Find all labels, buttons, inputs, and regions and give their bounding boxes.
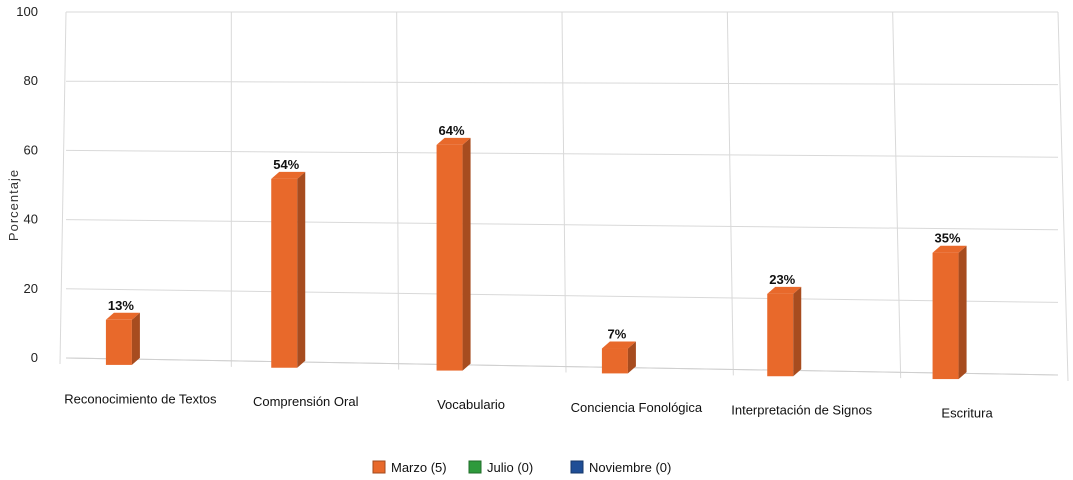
- y-tick-label: 80: [24, 73, 38, 88]
- y-tick-label: 100: [16, 4, 38, 19]
- bar-front: [271, 178, 298, 368]
- legend-swatch: [468, 460, 482, 474]
- legend-label: Noviembre (0): [589, 460, 671, 475]
- x-axis-categories: Reconocimiento de Textos Comprensión Oral…: [64, 391, 993, 420]
- data-label: 35%: [935, 231, 961, 246]
- bar: [436, 137, 471, 371]
- bar-side: [297, 171, 306, 368]
- x-tick-label: Interpretación de Signos: [731, 403, 872, 418]
- bar-top: [271, 171, 306, 179]
- y-tick-label: 60: [24, 142, 38, 157]
- x-tick-label: Conciencia Fonológica: [571, 400, 703, 415]
- y-tick-label: 0: [31, 350, 38, 365]
- x-tick-label: Vocabulario: [437, 397, 505, 412]
- bar-side: [958, 245, 967, 380]
- bar-top: [436, 137, 471, 145]
- legend-swatch: [372, 460, 386, 474]
- bar-top: [932, 245, 967, 253]
- legend-item[interactable]: Noviembre (0): [570, 460, 671, 475]
- bar-top: [105, 312, 140, 320]
- bar-top: [601, 341, 636, 349]
- x-tick-label: Escritura: [941, 405, 993, 420]
- gridline: [65, 219, 1059, 231]
- y-axis-label: Porcentaje: [6, 169, 21, 241]
- gridline-vertical: [726, 11, 734, 376]
- gridline-vertical: [396, 11, 400, 370]
- grid: [59, 11, 1069, 382]
- bar: [767, 286, 802, 377]
- bar-front: [105, 319, 132, 365]
- legend-label: Marzo (5): [391, 460, 447, 475]
- bar-side: [627, 341, 636, 374]
- gridline: [65, 80, 1059, 86]
- y-tick-label: 20: [24, 281, 38, 296]
- legend-item[interactable]: Marzo (5): [372, 460, 447, 475]
- x-tick-label: Reconocimiento de Textos: [64, 391, 217, 406]
- bar-front: [932, 252, 959, 380]
- bar-side: [462, 137, 471, 371]
- gridline: [65, 149, 1059, 158]
- bar-side: [131, 312, 140, 365]
- legend: Marzo (5) Julio (0) Noviembre (0): [372, 460, 671, 475]
- x-tick-label: Comprensión Oral: [253, 394, 359, 409]
- floor-line: [65, 357, 1059, 376]
- bar-front: [767, 293, 794, 377]
- legend-label: Julio (0): [487, 460, 533, 475]
- gridline-vertical: [59, 11, 67, 365]
- bar-front: [601, 348, 628, 374]
- gridline: [65, 288, 1059, 303]
- legend-swatch: [570, 460, 584, 474]
- bars: 13% 54% 64% 7% 23% 35%: [105, 123, 967, 380]
- data-label: 13%: [108, 298, 134, 313]
- bar: [105, 312, 140, 365]
- data-label: 7%: [608, 327, 627, 342]
- y-tick-label: 40: [24, 212, 38, 227]
- data-label: 64%: [439, 123, 465, 138]
- bar: [601, 341, 636, 374]
- legend-item[interactable]: Julio (0): [468, 460, 533, 475]
- gridline-vertical: [892, 11, 902, 379]
- bar-side: [793, 286, 802, 377]
- bar-front: [436, 144, 463, 371]
- data-label: 23%: [769, 272, 795, 287]
- bar: [271, 171, 306, 368]
- y-axis-ticks: 0 20 40 60 80 100: [16, 4, 38, 365]
- gridline-vertical: [561, 11, 567, 373]
- gridline-vertical: [1057, 11, 1069, 382]
- data-label: 54%: [273, 157, 299, 172]
- bar-top: [767, 286, 802, 294]
- bar: [932, 245, 967, 380]
